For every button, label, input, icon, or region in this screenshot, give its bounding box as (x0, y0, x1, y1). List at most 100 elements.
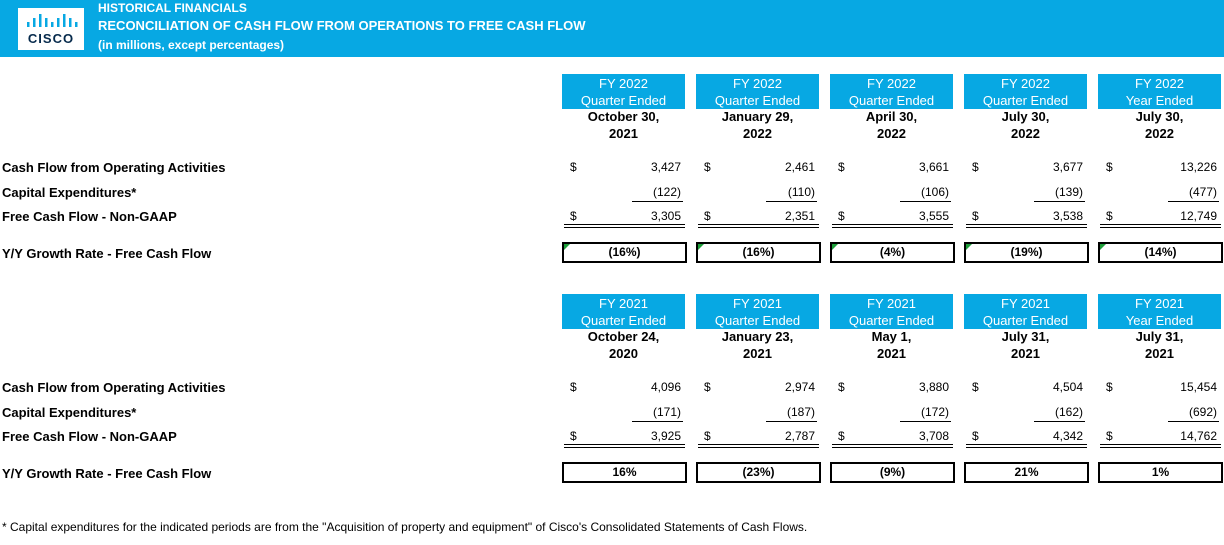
cisco-bars-icon (27, 14, 78, 27)
column-date: January 29, (721, 109, 794, 124)
column-header: FY 2021 Quarter Ended (830, 294, 953, 329)
cell-value: 14,762 (1180, 429, 1217, 443)
cell-comment-indicator (1100, 244, 1106, 250)
column-period: Quarter Ended (848, 93, 935, 108)
column-header: FY 2021 Year Ended (1098, 294, 1221, 329)
cell-value: 13,226 (1180, 160, 1217, 174)
currency-symbol: $ (838, 429, 845, 443)
column-fiscal-year: FY 2021 (1135, 296, 1184, 311)
currency-symbol: $ (570, 209, 577, 223)
cell-value: (187) (786, 405, 815, 419)
column-period: Quarter Ended (714, 93, 801, 108)
cell-value: (172) (920, 405, 949, 419)
currency-symbol: $ (972, 429, 979, 443)
column-year: 2022 (877, 126, 906, 141)
total-double-underline (1100, 224, 1221, 228)
column-period: Quarter Ended (580, 313, 667, 328)
cell-value: (122) (652, 185, 681, 199)
column-fiscal-year: FY 2022 (1001, 76, 1050, 91)
currency-symbol: $ (570, 429, 577, 443)
row-label: Cash Flow from Operating Activities (2, 380, 226, 395)
cell-value: 4,096 (650, 380, 681, 394)
cell-value: 3,305 (650, 209, 681, 223)
growth-rate-cell: (4%) (830, 242, 955, 263)
currency-symbol: $ (972, 380, 979, 394)
currency-symbol: $ (1106, 380, 1113, 394)
column-date: July 30, (1001, 109, 1050, 124)
column-year: 2022 (1145, 126, 1174, 141)
column-fiscal-year: FY 2022 (599, 76, 648, 91)
cell-value: 4,342 (1052, 429, 1083, 443)
column-fiscal-year: FY 2022 (733, 76, 782, 91)
row-label: Capital Expenditures* (2, 185, 137, 200)
subtotal-underline (766, 421, 817, 422)
cell-value: (692) (1188, 405, 1217, 419)
cell-value: 3,427 (650, 160, 681, 174)
currency-symbol: $ (570, 380, 577, 394)
currency-symbol: $ (704, 209, 711, 223)
cell-value: 3,677 (1052, 160, 1083, 174)
cell-value: 3,708 (918, 429, 949, 443)
total-double-underline (698, 444, 819, 448)
column-header: FY 2022 Year Ended (1098, 74, 1221, 109)
currency-symbol: $ (704, 160, 711, 174)
subtotal-underline (900, 201, 951, 202)
column-period: Quarter Ended (982, 313, 1069, 328)
growth-rate-cell: (14%) (1098, 242, 1223, 263)
column-date: October 30, (587, 109, 660, 124)
cell-comment-indicator (832, 244, 838, 250)
cell-value: 12,749 (1180, 209, 1217, 223)
currency-symbol: $ (1106, 209, 1113, 223)
currency-symbol: $ (1106, 160, 1113, 174)
column-date: January 23, (721, 329, 794, 344)
column-fiscal-year: FY 2022 (867, 76, 916, 91)
cell-value: (110) (787, 185, 815, 199)
column-fiscal-year: FY 2021 (867, 296, 916, 311)
report-units: (in millions, except percentages) (98, 38, 285, 52)
currency-symbol: $ (570, 160, 577, 174)
currency-symbol: $ (704, 380, 711, 394)
column-header: FY 2022 Quarter Ended (696, 74, 819, 109)
column-period: Quarter Ended (580, 93, 667, 108)
growth-row-label: Y/Y Growth Rate - Free Cash Flow (2, 246, 212, 261)
cell-value: 2,787 (784, 429, 815, 443)
cell-value: 3,538 (1052, 209, 1083, 223)
column-year: 2021 (877, 346, 906, 361)
column-date: May 1, (871, 329, 912, 344)
currency-symbol: $ (972, 160, 979, 174)
total-double-underline (698, 224, 819, 228)
total-double-underline (564, 224, 685, 228)
cell-value: 15,454 (1180, 380, 1217, 394)
header-banner: CISCO HISTORICAL FINANCIALS RECONCILIATI… (0, 0, 1224, 57)
cell-value: 3,555 (918, 209, 949, 223)
total-double-underline (1100, 444, 1221, 448)
cell-value: 2,974 (784, 380, 815, 394)
cell-value: 3,661 (918, 160, 949, 174)
cell-comment-indicator (698, 244, 704, 250)
column-fiscal-year: FY 2022 (1135, 76, 1184, 91)
cell-value: (171) (652, 405, 681, 419)
growth-rate-cell: (16%) (562, 242, 687, 263)
column-fiscal-year: FY 2021 (1001, 296, 1050, 311)
growth-rate-cell: (23%) (696, 462, 821, 483)
column-header: FY 2022 Quarter Ended (562, 74, 685, 109)
subtotal-underline (1034, 201, 1085, 202)
column-header: FY 2021 Quarter Ended (562, 294, 685, 329)
cell-value: (477) (1188, 185, 1217, 199)
cell-value: (139) (1054, 185, 1083, 199)
row-label: Capital Expenditures* (2, 405, 137, 420)
growth-rate-cell: 1% (1098, 462, 1223, 483)
subtotal-underline (632, 201, 683, 202)
column-fiscal-year: FY 2021 (599, 296, 648, 311)
column-header: FY 2021 Quarter Ended (696, 294, 819, 329)
cell-value: 4,504 (1052, 380, 1083, 394)
currency-symbol: $ (704, 429, 711, 443)
column-year: 2021 (1011, 346, 1040, 361)
cell-value: 3,925 (650, 429, 681, 443)
column-header: FY 2021 Quarter Ended (964, 294, 1087, 329)
row-label: Free Cash Flow - Non-GAAP (2, 209, 177, 224)
column-date: October 24, (587, 329, 660, 344)
currency-symbol: $ (838, 160, 845, 174)
column-date: July 31, (1001, 329, 1050, 344)
subtotal-underline (1034, 421, 1085, 422)
